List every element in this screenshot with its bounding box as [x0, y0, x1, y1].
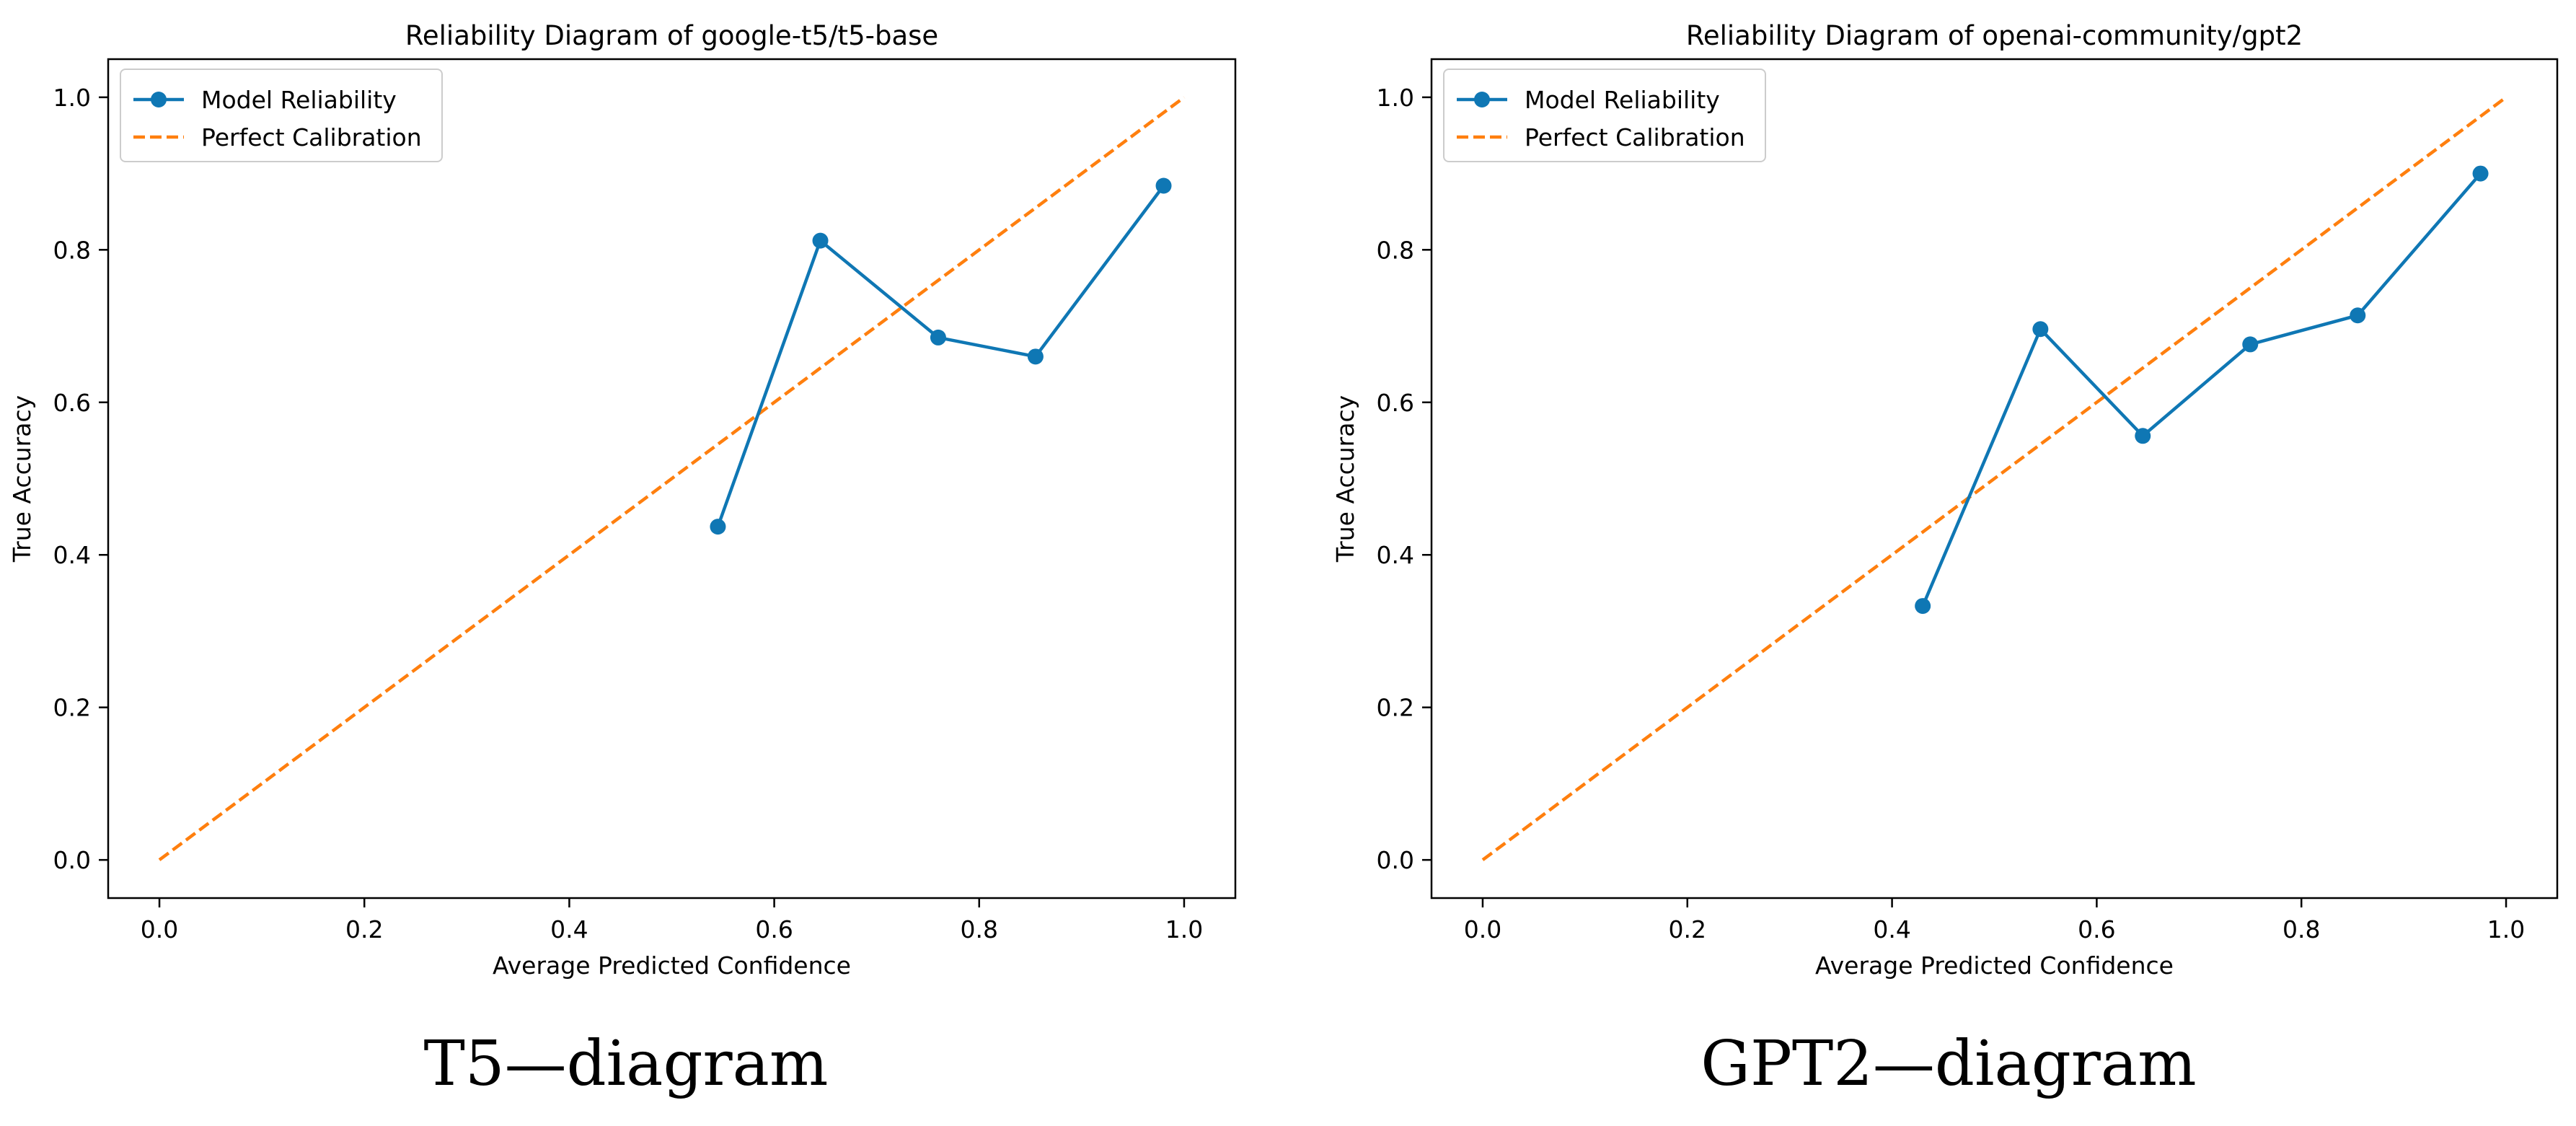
- chart1-legend-label-1: Perfect Calibration: [201, 123, 422, 151]
- chart2-x-tick-label-2: 0.4: [1873, 915, 1910, 944]
- chart2-plot-frame: [1430, 58, 2559, 900]
- chart2-data-point-2: [2135, 428, 2151, 444]
- chart1-y-tick-label-2: 0.4: [53, 541, 91, 569]
- chart2-data-point-3: [2242, 336, 2259, 353]
- chart2-y-tick-label-0: 0.0: [1377, 846, 1414, 874]
- chart1-x-tick-label-0: 0.0: [141, 915, 178, 944]
- chart1-data-point-3: [1027, 348, 1044, 365]
- chart1-x-tick-label-3: 0.6: [755, 915, 793, 944]
- chart1-y-axis-label: True Accuracy: [8, 395, 36, 563]
- chart2-x-axis-label: Average Predicted Confidence: [1815, 951, 2174, 980]
- chart1-y-tick-label-0: 0.0: [53, 846, 91, 874]
- chart2-y-tick-label-1: 0.2: [1377, 694, 1414, 722]
- chart2-legend-box: [1443, 69, 1766, 162]
- chart2-y-tick-label-2: 0.4: [1377, 541, 1414, 569]
- chart1-x-tick-label-2: 0.4: [550, 915, 588, 944]
- chart2-y-tick-label-3: 0.6: [1377, 389, 1414, 417]
- chart2-legend-marker-0: [1474, 92, 1490, 107]
- chart1-plot-frame: [107, 58, 1237, 900]
- chart1-data-point-0: [710, 519, 726, 535]
- chart2-y-tick-label-4: 0.8: [1377, 236, 1414, 264]
- chart1-data-point-4: [1155, 177, 1172, 194]
- chart1-y-tick-label-1: 0.2: [53, 694, 91, 722]
- caption-gpt2: GPT2—diagram: [1701, 1028, 2197, 1100]
- chart1-x-axis-label: Average Predicted Confidence: [493, 951, 851, 980]
- chart2-x-tick-label-5: 1.0: [2487, 915, 2525, 944]
- chart2-data-point-0: [1915, 598, 1931, 615]
- chart2-group: Reliability Diagram of openai-community/…: [1331, 20, 2559, 980]
- chart2-x-tick-label-3: 0.6: [2078, 915, 2115, 944]
- chart2-y-tick-label-5: 1.0: [1377, 84, 1414, 112]
- chart2-x-tick-label-0: 0.0: [1464, 915, 1501, 944]
- chart2-data-point-1: [2032, 321, 2049, 338]
- chart1-y-tick-label-4: 0.8: [53, 236, 91, 264]
- chart1-data-point-1: [812, 232, 829, 249]
- chart1-x-tick-label-1: 0.2: [345, 915, 383, 944]
- chart1-data-point-2: [930, 329, 946, 346]
- chart1-series-line-1: [158, 96, 1186, 861]
- chart2-legend-label-1: Perfect Calibration: [1525, 123, 1745, 151]
- chart1-legend-box: [120, 69, 443, 162]
- chart2-legend-label-0: Model Reliability: [1525, 86, 1720, 114]
- chart2-series-line-0: [1921, 172, 2482, 607]
- chart1-legend-label-0: Model Reliability: [201, 86, 397, 114]
- chart2-x-tick-label-4: 0.8: [2282, 915, 2320, 944]
- caption-t5: T5—diagram: [423, 1028, 829, 1100]
- chart1-title: Reliability Diagram of google-t5/t5-base: [405, 20, 938, 51]
- chart1-y-tick-label-5: 1.0: [53, 84, 91, 112]
- chart1-legend-marker-0: [151, 92, 167, 107]
- chart2-data-point-5: [2472, 165, 2489, 182]
- chart1-y-tick-label-3: 0.6: [53, 389, 91, 417]
- chart1-group: Reliability Diagram of google-t5/t5-base…: [8, 20, 1237, 980]
- chart2-series-line-1: [1481, 96, 2507, 861]
- chart2-y-axis-label: True Accuracy: [1331, 395, 1359, 563]
- chart1-x-tick-label-5: 1.0: [1165, 915, 1203, 944]
- chart1-x-tick-label-4: 0.8: [961, 915, 998, 944]
- chart2-data-point-4: [2350, 307, 2366, 324]
- chart2-title: Reliability Diagram of openai-community/…: [1686, 20, 2303, 51]
- chart2-x-tick-label-1: 0.2: [1669, 915, 1706, 944]
